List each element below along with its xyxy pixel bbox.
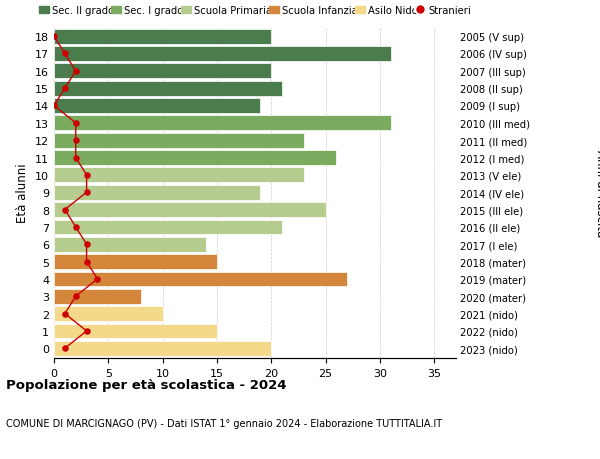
Point [82,189,91,196]
Point [60,50,70,58]
Bar [54,237,206,252]
Point [71,68,80,75]
Point [71,224,80,231]
Bar [54,272,347,287]
Point [60,207,70,214]
Point [49,34,59,41]
Y-axis label: Anni di nascita: Anni di nascita [593,149,600,236]
Bar [54,30,271,45]
Point [71,137,80,145]
Point [82,241,91,248]
Bar [54,324,217,339]
Bar [54,307,163,321]
Text: Popolazione per età scolastica - 2024: Popolazione per età scolastica - 2024 [6,379,287,392]
Bar [54,168,304,183]
Bar [54,203,326,218]
Point [82,172,91,179]
Point [60,345,70,352]
Text: COMUNE DI MARCIGNAGO (PV) - Dati ISTAT 1° gennaio 2024 - Elaborazione TUTTITALIA: COMUNE DI MARCIGNAGO (PV) - Dati ISTAT 1… [6,418,442,428]
Bar [54,47,391,62]
Point [71,155,80,162]
Bar [54,64,271,79]
Bar [54,116,391,131]
Bar [54,82,282,96]
Point [71,120,80,127]
Point [82,328,91,335]
Y-axis label: Età alunni: Età alunni [16,163,29,223]
Bar [54,289,141,304]
Bar [54,151,337,166]
Point [60,85,70,93]
Point [82,258,91,266]
Legend: Sec. II grado, Sec. I grado, Scuola Primaria, Scuola Infanzia, Asilo Nido, Stran: Sec. II grado, Sec. I grado, Scuola Prim… [39,6,471,16]
Point [49,103,59,110]
Bar [54,341,271,356]
Bar [54,99,260,114]
Bar [54,185,260,200]
Point [92,275,102,283]
Bar [54,255,217,269]
Bar [54,134,304,148]
Point [60,310,70,318]
Bar [54,220,282,235]
Point [71,293,80,300]
